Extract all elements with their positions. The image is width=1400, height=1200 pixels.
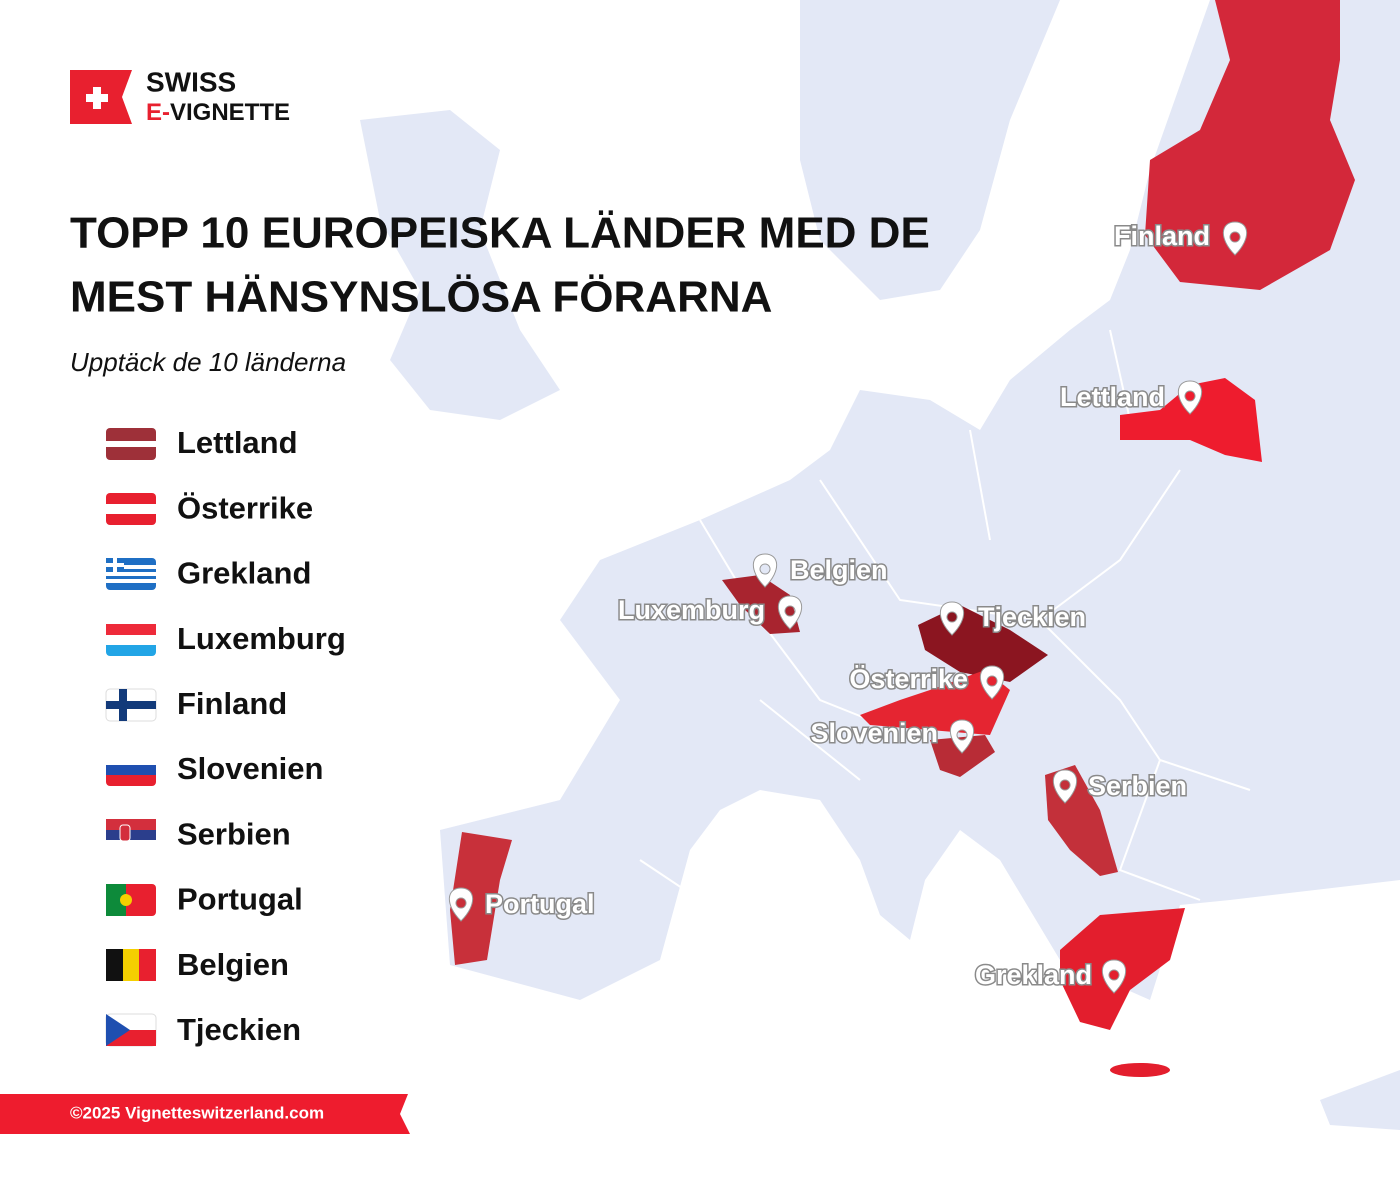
legend-item: Luxemburg [177,621,346,656]
map-label: Portugal [485,889,595,919]
pin [1177,380,1203,415]
pin [752,553,778,588]
pin [777,595,803,630]
map-marker: Portugal [448,887,596,922]
pin [1101,959,1127,994]
portugal-shape [450,832,512,965]
map-marker: Grekland [973,959,1127,994]
pin [1052,769,1078,804]
map-marker: Belgien [752,553,889,588]
finland-shape [1145,0,1355,290]
legend-item: Österrike [177,490,313,525]
subtitle: Upptäck de 10 länderna [70,347,346,377]
pin [979,665,1005,700]
borders [639,329,1251,901]
logo-line2: E-VIGNETTE [146,99,290,126]
logo: SWISS E-VIGNETTE [70,66,290,126]
legend-item: Slovenien [177,751,323,786]
countries [450,0,1355,1077]
legend: Lettland Österrike Grekland Luxemburg Finlan… [177,425,346,1047]
footer-ribbon [0,1094,410,1134]
slovenia-shape [930,735,995,777]
map-marker: Österrike [848,663,1005,700]
map-label: Finland [1114,221,1210,251]
legend-item: Serbien [177,816,291,851]
belgium-shape [722,575,800,634]
logo-line1: SWISS [146,66,236,97]
legend-item: Lettland [177,425,298,460]
map-marker: Serbien [1052,769,1189,804]
pin [448,887,474,922]
map-label: Slovenien [810,718,938,748]
map-label: Österrike [849,664,968,694]
pin [939,601,965,636]
pin [949,719,975,754]
latvia-shape [1120,378,1262,462]
map-marker: Tjeckien [939,601,1088,636]
title-line: MEST HÄNSYNSLÖSA FÖRARNA [70,273,772,322]
map-marker: Lettland [1059,380,1203,415]
flags [105,428,157,1047]
legend-item: Belgien [177,947,289,982]
legend-item: Finland [177,686,287,721]
map-label: Tjeckien [978,602,1086,632]
legend-item: Grekland [177,556,311,591]
map-labels: Finland Lettland Belgien Luxemburg Tjeckien Ö… [448,220,1248,994]
logo-rest: VIGNETTE [170,99,290,126]
map-label: Lettland [1060,382,1165,412]
map-label: Luxemburg [618,595,765,625]
map-marker: Luxemburg [616,594,803,630]
logo-prefix: E- [146,99,170,126]
austria-shape [860,670,1010,735]
map-marker: Slovenien [809,717,975,754]
map-marker: Finland [1113,220,1248,256]
legend-item: Tjeckien [177,1012,301,1047]
legend-item: Portugal [177,882,303,917]
map-label: Serbien [1088,771,1187,801]
map-label: Grekland [975,960,1092,990]
title-line: TOPP 10 EUROPEISKA LÄNDER MED DE [70,209,930,258]
crete-shape [1110,1063,1170,1077]
footer: ©2025 Vignetteswitzerland.com [70,1103,324,1122]
map-label: Belgien [790,555,888,585]
pin [1222,221,1248,256]
